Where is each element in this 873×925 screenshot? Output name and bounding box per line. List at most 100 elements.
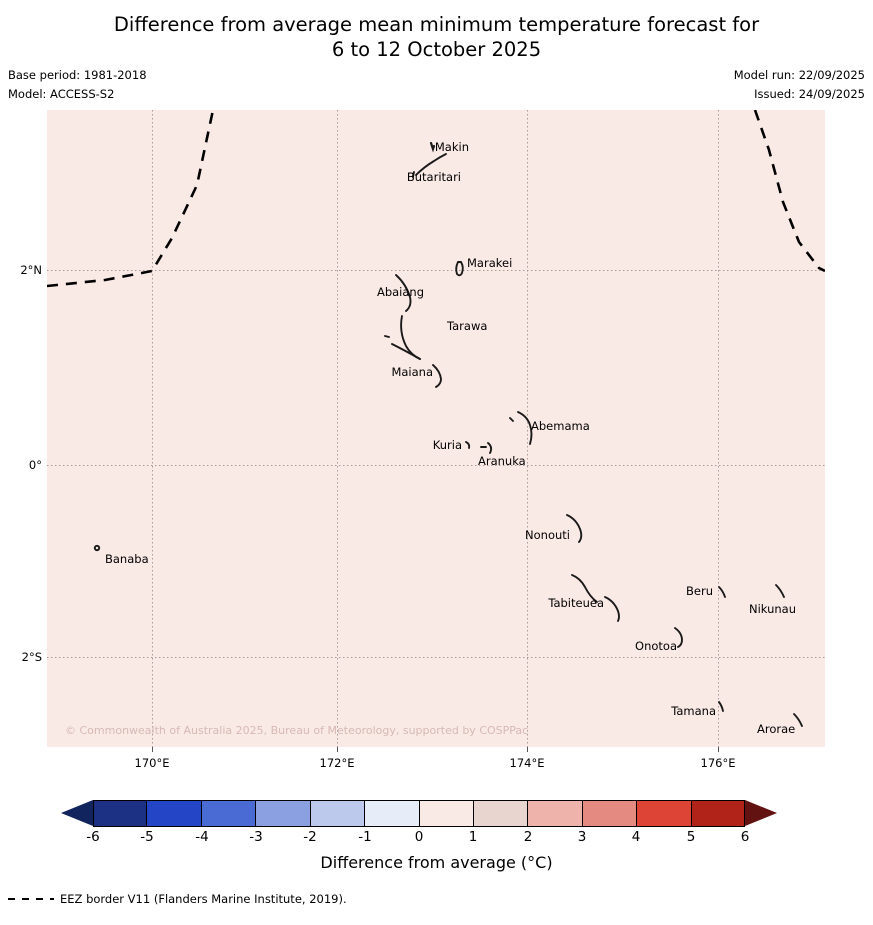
colorbar-tick--5: -5 (140, 829, 154, 845)
x-tick-176e: 176°E (700, 756, 736, 770)
model-run-text: Model run: 22/09/2025 (733, 68, 865, 82)
coast-nonouti (566, 514, 583, 543)
island-label-beru: Beru (686, 584, 713, 598)
colorbar-tick-3: 3 (577, 829, 587, 845)
island-label-onotoa: Onotoa (635, 639, 677, 653)
colorbar-segment-9 (582, 800, 638, 827)
x-tickmark-176e (718, 747, 719, 752)
x-tickmark-170e (152, 747, 153, 752)
y-tick-2s: 2°S (21, 650, 42, 664)
eez-border-lines (47, 110, 825, 288)
colorbar-segment-1 (147, 800, 202, 827)
x-tickmark-174e (527, 747, 528, 752)
island-coastlines (93, 141, 803, 727)
colorbar-tick--1: -1 (358, 829, 372, 845)
colorbar-tick-0: 0 (414, 829, 424, 845)
coast-tarawa (400, 315, 421, 360)
copyright-text: © Commonwealth of Australia 2025, Bureau… (65, 724, 529, 737)
colorbar-extend-low-arrow (61, 800, 93, 826)
island-label-abaiang: Abaiang (376, 285, 424, 299)
coast-abemama-tip (509, 417, 514, 422)
coast-tabiteuea-s (604, 596, 620, 622)
island-label-tarawa: Tarawa (447, 319, 488, 333)
island-label-nonouti: Nonouti (525, 528, 570, 542)
dashed-line-icon (8, 898, 54, 900)
title-line-1: Difference from average mean minimum tem… (113, 13, 760, 36)
gridline-174e (527, 110, 528, 747)
coast-kuria (465, 441, 471, 449)
coast-butaritari (415, 153, 447, 176)
colorbar-tick-4: 4 (631, 829, 641, 845)
colorbar-tick--4: -4 (195, 829, 209, 845)
x-tick-172e: 172°E (319, 756, 355, 770)
colorbar-tick--3: -3 (249, 829, 263, 845)
coast-nikunau (775, 584, 785, 598)
island-label-aranuka: Aranuka (478, 454, 526, 468)
island-label-butaritari: Butaritari (406, 170, 461, 184)
coast-tarawa-south (391, 343, 421, 360)
x-tickmark-172e (337, 747, 338, 752)
colorbar-tick-1: 1 (468, 829, 478, 845)
colorbar-segment-3 (256, 800, 311, 827)
island-label-kuria: Kuria (432, 438, 462, 452)
coast-arorae (793, 713, 803, 727)
colorbar-extend-high-arrow (745, 800, 777, 826)
colorbar-tick--2: -2 (303, 829, 317, 845)
colorbar: -6 -5 -4 -3 -2 -1 0 1 2 3 4 5 6 Differen… (0, 795, 873, 925)
island-label-tamana: Tamana (671, 704, 716, 718)
island-label-arorae: Arorae (757, 722, 796, 736)
base-period-text: Base period: 1981-2018 (8, 68, 147, 82)
coast-maiana (432, 364, 442, 388)
colorbar-segments (93, 800, 746, 827)
coast-butaritari-tip (412, 171, 415, 178)
coast-banaba (93, 544, 101, 552)
coast-marakei (455, 261, 464, 277)
colorbar-segment-5 (365, 800, 420, 827)
island-label-abemama: Abemama (531, 419, 590, 433)
issued-date-text: Issued: 24/09/2025 (754, 87, 865, 101)
forecast-map: Makin Butaritari Marakei Abaiang Tarawa … (47, 110, 825, 747)
colorbar-tick-2: 2 (523, 829, 533, 845)
colorbar-segment-0 (93, 800, 148, 827)
page-title: Difference from average mean minimum tem… (0, 12, 873, 62)
gridline-2s (47, 657, 825, 658)
island-label-maiana: Maiana (391, 365, 433, 379)
colorbar-tick--6: -6 (86, 829, 100, 845)
island-label-tabiteuea: Tabiteuea (548, 596, 604, 610)
eez-border-east (753, 110, 825, 273)
gridline-170e (152, 110, 153, 747)
coast-tarawa-west (384, 335, 390, 338)
colorbar-segment-4 (310, 800, 366, 827)
colorbar-segment-8 (528, 800, 583, 827)
colorbar-segment-6 (419, 800, 474, 827)
coast-tamana (718, 701, 724, 712)
colorbar-segment-7 (473, 800, 529, 827)
coast-abaiang (395, 274, 412, 312)
coast-tabiteuea-n (571, 574, 598, 603)
colorbar-title: Difference from average (°C) (320, 853, 553, 872)
colorbar-tick-5: 5 (686, 829, 696, 845)
colorbar-segment-10 (637, 800, 692, 827)
y-tick-0: 0° (28, 458, 42, 472)
title-line-2: 6 to 12 October 2025 (331, 38, 542, 61)
eez-border-west (47, 110, 215, 288)
colorbar-segment-11 (691, 800, 746, 827)
coast-beru (718, 586, 726, 598)
x-tick-174e: 174°E (509, 756, 545, 770)
colorbar-tick-6: 6 (740, 829, 750, 845)
y-tick-2n: 2°N (20, 263, 42, 277)
island-label-marakei: Marakei (467, 256, 513, 270)
island-label-banaba: Banaba (105, 552, 149, 566)
gridline-2n (47, 270, 825, 271)
model-name-text: Model: ACCESS-S2 (8, 87, 115, 101)
island-label-makin: Makin (434, 140, 469, 154)
gridline-172e (337, 110, 338, 747)
island-label-nikunau: Nikunau (749, 602, 797, 616)
coast-abemama (517, 411, 533, 445)
gridline-176e (718, 110, 719, 747)
coast-onotoa (674, 627, 683, 648)
eez-legend-label: EEZ border V11 (Flanders Marine Institut… (60, 892, 347, 906)
gridline-0 (47, 465, 825, 466)
x-tick-170e: 170°E (134, 756, 170, 770)
coast-makin (429, 141, 436, 153)
